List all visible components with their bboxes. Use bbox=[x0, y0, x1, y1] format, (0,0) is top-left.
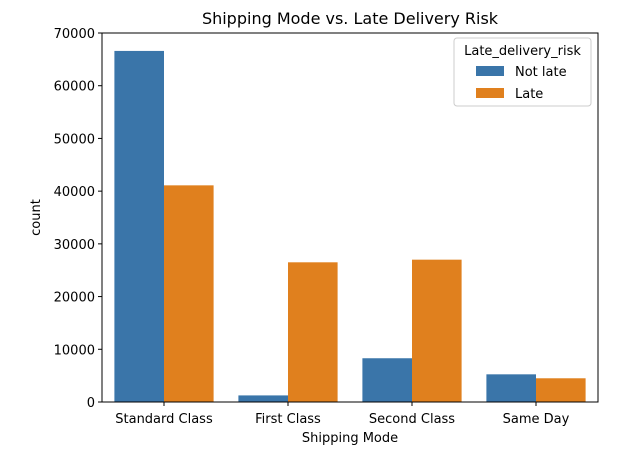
bar-same-day-not-late bbox=[486, 374, 536, 402]
bar-first-class-not-late bbox=[238, 395, 288, 402]
x-axis-label: Shipping Mode bbox=[302, 431, 398, 446]
bar-first-class-late bbox=[288, 262, 338, 402]
y-tick-label: 30000 bbox=[54, 238, 95, 253]
x-tick-label: Standard Class bbox=[115, 412, 213, 427]
bar-second-class-late bbox=[412, 259, 462, 402]
y-tick-label: 40000 bbox=[54, 185, 95, 200]
y-tick-label: 20000 bbox=[54, 291, 95, 306]
y-tick-label: 10000 bbox=[54, 343, 95, 358]
x-tick-label: First Class bbox=[255, 412, 321, 427]
y-tick-label: 70000 bbox=[54, 27, 95, 42]
legend: Late_delivery_risk Not late Late bbox=[453, 37, 592, 107]
x-tick-label: Same Day bbox=[503, 412, 570, 427]
chart-title: Shipping Mode vs. Late Delivery Risk bbox=[202, 9, 499, 28]
legend-swatch-not-late bbox=[476, 66, 504, 76]
x-tick-label: Second Class bbox=[369, 412, 455, 427]
legend-swatch-late bbox=[476, 88, 504, 98]
bar-same-day-late bbox=[536, 378, 586, 402]
y-tick-label: 60000 bbox=[54, 80, 95, 95]
plot-area bbox=[114, 50, 586, 403]
y-tick-label: 0 bbox=[87, 396, 95, 411]
bar-standard-class-late bbox=[164, 185, 214, 402]
y-axis-label: count bbox=[29, 199, 44, 236]
bar-second-class-not-late bbox=[362, 358, 412, 402]
legend-title: Late_delivery_risk bbox=[464, 44, 581, 59]
y-tick-label: 50000 bbox=[54, 132, 95, 147]
legend-label-late: Late bbox=[515, 87, 543, 102]
legend-label-not-late: Not late bbox=[515, 65, 567, 80]
plot-frame bbox=[101, 32, 599, 403]
bar-standard-class-not-late bbox=[114, 50, 164, 403]
axes: Standard Class First Class Second Class Sam… bbox=[54, 27, 570, 427]
